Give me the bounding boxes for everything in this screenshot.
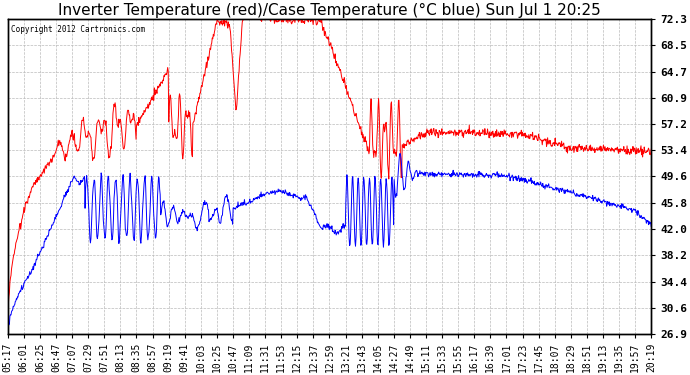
Title: Inverter Temperature (red)/Case Temperature (°C blue) Sun Jul 1 20:25: Inverter Temperature (red)/Case Temperat…: [58, 3, 601, 18]
Text: Copyright 2012 Cartronics.com: Copyright 2012 Cartronics.com: [11, 25, 145, 34]
